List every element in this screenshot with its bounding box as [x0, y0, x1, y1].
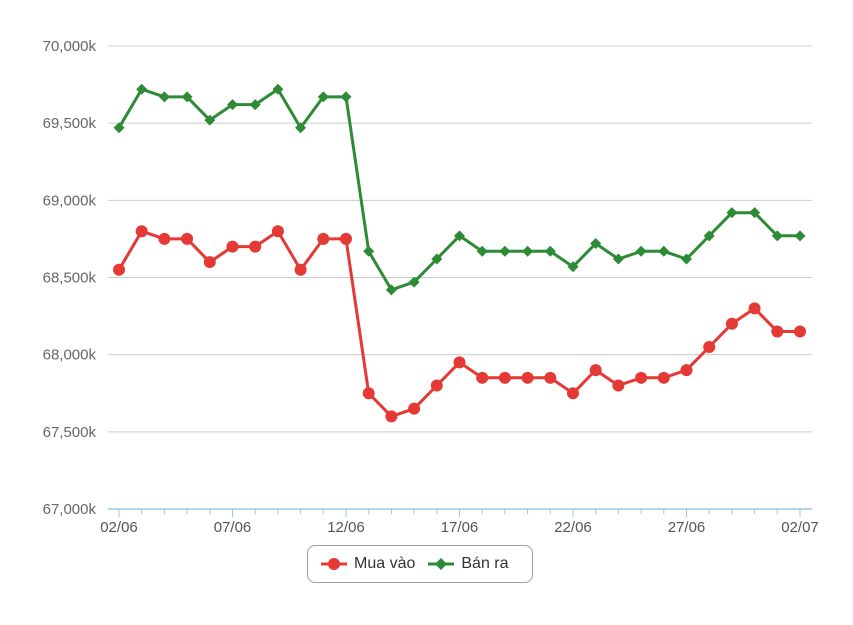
legend-sell-marker-icon — [428, 558, 455, 570]
legend-item-sell[interactable]: Bán ra — [427, 555, 509, 573]
data-point — [431, 253, 443, 265]
x-tick-label: 02/06 — [100, 519, 138, 536]
data-point — [158, 91, 170, 103]
legend-item-buy[interactable]: Mua vào — [320, 555, 415, 573]
data-point — [749, 207, 761, 219]
data-point — [499, 245, 511, 257]
data-point — [703, 340, 716, 353]
data-point — [544, 371, 557, 384]
legend-buy-marker-icon — [321, 558, 347, 570]
data-point — [271, 225, 284, 238]
data-point — [340, 232, 352, 245]
data-point — [680, 364, 693, 377]
data-point — [567, 387, 579, 400]
x-tick-label: 22/06 — [554, 519, 592, 536]
data-point — [498, 371, 511, 384]
series-layer — [113, 83, 806, 423]
data-point — [726, 207, 738, 219]
grid-lines — [108, 45, 812, 433]
series-buy — [113, 225, 806, 423]
data-point — [294, 263, 307, 276]
data-point — [204, 114, 216, 126]
x-tick-label: 27/06 — [668, 519, 706, 536]
data-point — [113, 122, 125, 134]
data-point — [453, 356, 466, 369]
y-tick-label: 68,500k — [43, 270, 97, 287]
legend: Mua vào Bán ra — [307, 545, 533, 583]
x-tick-label: 02/07 — [781, 519, 819, 536]
data-point — [544, 245, 556, 257]
data-point — [476, 245, 488, 257]
data-point — [589, 364, 602, 377]
data-point — [681, 253, 692, 265]
data-point — [408, 276, 420, 288]
data-point — [794, 230, 806, 242]
series-sell — [113, 83, 806, 296]
data-point — [771, 325, 784, 338]
data-point — [363, 245, 375, 257]
y-tick-label: 68,000k — [43, 347, 97, 364]
data-point — [635, 371, 648, 384]
data-point — [521, 371, 534, 384]
data-point — [748, 302, 761, 315]
series-line — [117, 87, 800, 292]
data-point — [385, 284, 397, 296]
data-point — [181, 91, 193, 103]
data-point — [522, 245, 534, 257]
data-point — [612, 379, 625, 392]
data-point — [203, 256, 216, 269]
x-axis: 02/06 07/06 12/06 17/06 22/06 27/06 02/07 — [100, 508, 819, 536]
data-point — [317, 232, 330, 245]
x-tick-label: 12/06 — [327, 519, 365, 536]
data-point — [385, 410, 398, 423]
data-point — [635, 245, 647, 257]
data-point — [612, 253, 624, 265]
legend-label-sell: Bán ra — [461, 555, 509, 572]
data-point — [430, 379, 443, 392]
data-point — [362, 387, 375, 400]
y-tick-label: 69,000k — [43, 192, 97, 209]
y-tick-label: 70,000k — [43, 38, 97, 55]
y-tick-label: 67,500k — [43, 424, 97, 441]
y-axis: 70,000k 69,500k 69,000k 68,500k 68,000k 67,50… — [43, 38, 97, 518]
data-point — [567, 261, 579, 273]
data-point — [227, 99, 238, 111]
data-point — [272, 83, 284, 95]
y-tick-label: 67,000k — [43, 501, 97, 518]
data-point — [136, 83, 148, 95]
x-tick-label: 17/06 — [441, 519, 479, 536]
data-point — [476, 371, 489, 384]
data-point — [725, 317, 738, 330]
data-point — [657, 371, 670, 384]
data-point — [249, 240, 262, 253]
data-point — [158, 232, 171, 245]
data-point — [295, 122, 307, 134]
data-point — [181, 232, 194, 245]
data-point — [794, 325, 806, 338]
series-line — [117, 229, 800, 418]
data-point — [226, 240, 239, 253]
data-point — [590, 238, 602, 250]
data-point — [408, 402, 421, 415]
data-point — [113, 263, 125, 276]
data-point — [340, 91, 352, 103]
data-point — [454, 230, 465, 242]
x-tick-label: 07/06 — [214, 519, 252, 536]
y-tick-label: 69,500k — [43, 115, 97, 132]
data-point — [658, 245, 670, 257]
data-point — [771, 230, 783, 242]
data-point — [135, 225, 148, 238]
data-point — [249, 99, 261, 111]
data-point — [703, 230, 715, 242]
legend-label-buy: Mua vào — [354, 555, 416, 572]
data-point — [317, 91, 329, 103]
